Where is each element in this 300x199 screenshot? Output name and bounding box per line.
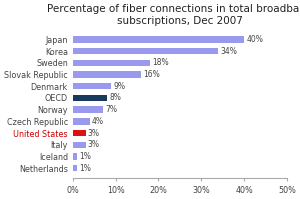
Bar bbox=[73, 71, 141, 78]
Bar bbox=[73, 36, 244, 43]
Text: 3%: 3% bbox=[88, 129, 100, 138]
Bar bbox=[73, 48, 218, 54]
Bar bbox=[73, 141, 85, 148]
Bar bbox=[73, 165, 77, 171]
Text: 1%: 1% bbox=[79, 164, 91, 173]
Bar bbox=[73, 95, 107, 101]
Bar bbox=[73, 60, 150, 66]
Bar bbox=[73, 153, 77, 160]
Text: 7%: 7% bbox=[105, 105, 117, 114]
Bar bbox=[73, 106, 103, 113]
Text: 1%: 1% bbox=[79, 152, 91, 161]
Text: 4%: 4% bbox=[92, 117, 104, 126]
Text: 3%: 3% bbox=[88, 140, 100, 149]
Text: 8%: 8% bbox=[109, 93, 121, 102]
Text: 18%: 18% bbox=[152, 58, 169, 67]
Text: 9%: 9% bbox=[113, 82, 125, 91]
Bar bbox=[73, 83, 111, 89]
Text: 16%: 16% bbox=[143, 70, 160, 79]
Bar bbox=[73, 118, 90, 125]
Text: 40%: 40% bbox=[246, 35, 263, 44]
Title: Percentage of fiber connections in total broadband
subscriptions, Dec 2007: Percentage of fiber connections in total… bbox=[47, 4, 300, 26]
Bar bbox=[73, 130, 85, 136]
Text: 34%: 34% bbox=[220, 47, 237, 56]
